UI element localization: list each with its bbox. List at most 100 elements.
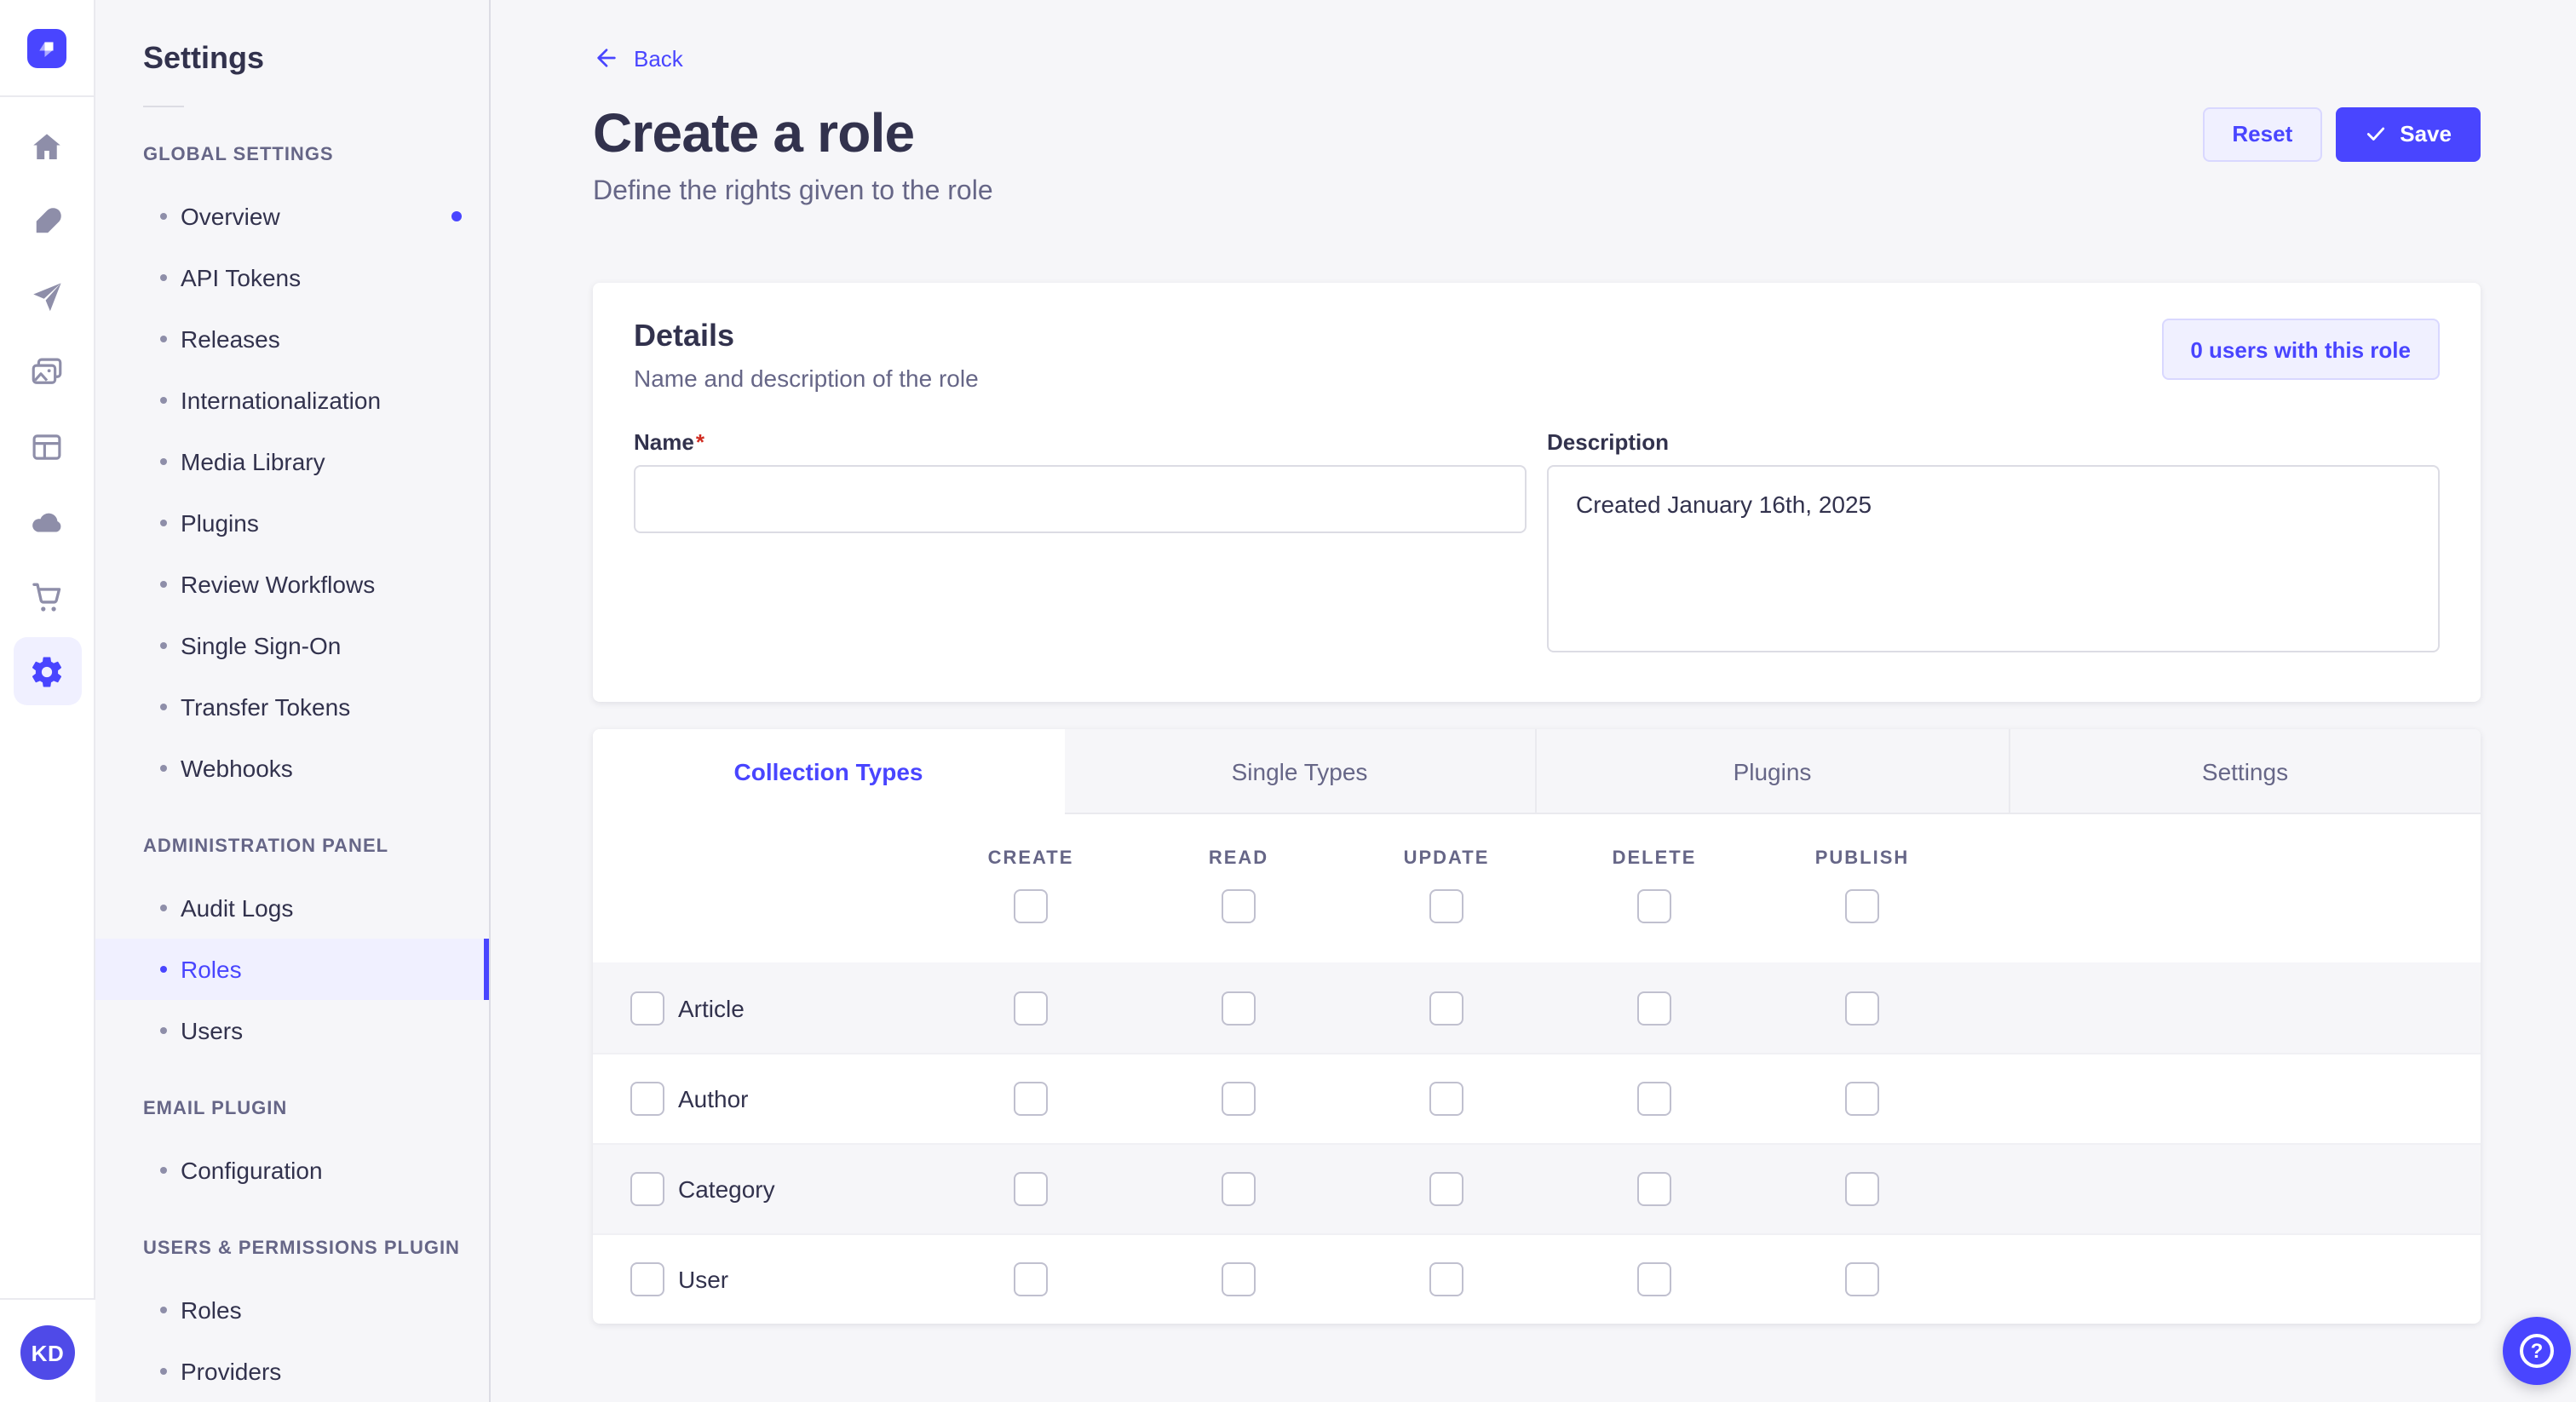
tab-plugins[interactable]: Plugins xyxy=(1537,729,2008,814)
row-label: Author xyxy=(678,1085,749,1112)
bullet-icon xyxy=(160,581,167,588)
checkbox-article-publish[interactable] xyxy=(1845,991,1879,1025)
sidebar-item-review-workflows[interactable]: Review Workflows xyxy=(95,554,489,615)
sidebar-item-roles-admin[interactable]: Roles xyxy=(95,939,489,1000)
checkbox-author-publish[interactable] xyxy=(1845,1082,1879,1116)
sidebar-item-api-tokens[interactable]: API Tokens xyxy=(95,247,489,308)
tab-divider xyxy=(2008,729,2010,814)
table-row-author: Author xyxy=(593,1053,2481,1143)
name-input[interactable] xyxy=(634,465,1527,533)
cloud-icon[interactable] xyxy=(0,484,95,559)
sidebar-item-internationalization[interactable]: Internationalization xyxy=(95,370,489,431)
name-label: Name * xyxy=(634,429,704,455)
checkbox-article-create[interactable] xyxy=(1014,991,1048,1025)
checkbox-user-publish[interactable] xyxy=(1845,1262,1879,1296)
description-field-group: Description Created January 16th, 2025 xyxy=(1547,429,2440,661)
column-header-read: READ xyxy=(1208,848,1269,869)
feather-icon[interactable] xyxy=(0,184,95,259)
bullet-icon xyxy=(160,520,167,526)
page-header: Create a role Reset Save xyxy=(593,102,2481,165)
details-fields: Name * Description Created January 16th, … xyxy=(634,429,2440,661)
row-select-checkbox-author[interactable] xyxy=(630,1082,664,1116)
checkbox-author-read[interactable] xyxy=(1222,1082,1256,1116)
media-icon[interactable] xyxy=(0,334,95,409)
row-label: Category xyxy=(678,1175,775,1203)
column-header-publish: PUBLISH xyxy=(1814,848,1910,869)
checkbox-category-create[interactable] xyxy=(1014,1172,1048,1206)
name-field-group: Name * xyxy=(634,429,1527,533)
header-actions: Reset Save xyxy=(2203,106,2481,161)
sidebar-item-providers[interactable]: Providers xyxy=(95,1341,489,1402)
sidebar-item-roles-up[interactable]: Roles xyxy=(95,1279,489,1341)
user-avatar[interactable]: KD xyxy=(20,1325,75,1380)
checkbox-article-update[interactable] xyxy=(1429,991,1463,1025)
row-select-checkbox-category[interactable] xyxy=(630,1172,664,1206)
checkbox-author-create[interactable] xyxy=(1014,1082,1048,1116)
details-header: Details Name and description of the role… xyxy=(634,319,2440,392)
strapi-logo[interactable] xyxy=(27,29,66,68)
bullet-icon xyxy=(160,213,167,220)
sidebar-item-media-library[interactable]: Media Library xyxy=(95,431,489,492)
page-subtitle: Define the rights given to the role xyxy=(593,177,993,206)
sidebar-item-releases[interactable]: Releases xyxy=(95,308,489,370)
users-with-role-button[interactable]: 0 users with this role xyxy=(2161,319,2440,380)
select-all-update-checkbox[interactable] xyxy=(1429,889,1463,923)
bullet-icon xyxy=(160,1027,167,1034)
home-icon[interactable] xyxy=(0,109,95,184)
tab-bar: Collection Types Single Types Plugins Se… xyxy=(593,729,2481,814)
checkbox-category-delete[interactable] xyxy=(1637,1172,1671,1206)
select-all-read-checkbox[interactable] xyxy=(1222,889,1256,923)
row-select-checkbox-user[interactable] xyxy=(630,1262,664,1296)
check-icon xyxy=(2366,127,2384,141)
layout-icon[interactable] xyxy=(0,409,95,484)
checkbox-category-publish[interactable] xyxy=(1845,1172,1879,1206)
reset-button[interactable]: Reset xyxy=(2203,106,2322,161)
rail-bottom: KD xyxy=(0,1298,95,1402)
checkbox-article-delete[interactable] xyxy=(1637,991,1671,1025)
checkbox-category-read[interactable] xyxy=(1222,1172,1256,1206)
sidebar-item-transfer-tokens[interactable]: Transfer Tokens xyxy=(95,676,489,738)
checkbox-article-read[interactable] xyxy=(1222,991,1256,1025)
gear-icon[interactable] xyxy=(0,634,95,709)
select-all-publish-checkbox[interactable] xyxy=(1845,889,1879,923)
tab-settings[interactable]: Settings xyxy=(2010,729,2481,814)
tab-single-types[interactable]: Single Types xyxy=(1064,729,1535,814)
sidebar-item-users[interactable]: Users xyxy=(95,1000,489,1061)
rail-divider xyxy=(0,95,95,97)
rail-icons xyxy=(0,109,95,709)
back-link[interactable]: Back xyxy=(593,44,683,72)
bullet-icon xyxy=(160,704,167,710)
row-select-checkbox-article[interactable] xyxy=(630,991,664,1025)
details-card: Details Name and description of the role… xyxy=(593,283,2481,702)
tab-collection-types[interactable]: Collection Types xyxy=(593,729,1064,814)
send-icon[interactable] xyxy=(0,259,95,334)
checkbox-user-update[interactable] xyxy=(1429,1262,1463,1296)
sidebar-item-audit-logs[interactable]: Audit Logs xyxy=(95,877,489,939)
description-textarea[interactable]: Created January 16th, 2025 xyxy=(1547,465,2440,652)
select-all-row xyxy=(593,889,2481,923)
save-button[interactable]: Save xyxy=(2335,106,2481,161)
select-all-delete-checkbox[interactable] xyxy=(1637,889,1671,923)
sidebar-item-plugins[interactable]: Plugins xyxy=(95,492,489,554)
sidebar-item-overview[interactable]: Overview xyxy=(95,186,489,247)
bullet-icon xyxy=(160,1307,167,1313)
table-row-article: Article xyxy=(593,962,2481,1053)
bullet-icon xyxy=(160,642,167,649)
subnav-title-divider xyxy=(143,106,184,107)
table-row-category: Category xyxy=(593,1143,2481,1233)
section-label-users-permissions-plugin: USERS & PERMISSIONS PLUGIN xyxy=(143,1238,460,1259)
sidebar-item-configuration[interactable]: Configuration xyxy=(95,1140,489,1201)
checkbox-user-create[interactable] xyxy=(1014,1262,1048,1296)
checkbox-author-update[interactable] xyxy=(1429,1082,1463,1116)
help-button[interactable]: ? xyxy=(2503,1317,2571,1385)
checkbox-category-update[interactable] xyxy=(1429,1172,1463,1206)
cart-icon[interactable] xyxy=(0,559,95,634)
details-subtitle: Name and description of the role xyxy=(634,365,979,392)
sidebar-item-single-sign-on[interactable]: Single Sign-On xyxy=(95,615,489,676)
checkbox-author-delete[interactable] xyxy=(1637,1082,1671,1116)
sidebar-item-webhooks[interactable]: Webhooks xyxy=(95,738,489,799)
checkbox-user-delete[interactable] xyxy=(1637,1262,1671,1296)
checkbox-user-read[interactable] xyxy=(1222,1262,1256,1296)
select-all-create-checkbox[interactable] xyxy=(1014,889,1048,923)
